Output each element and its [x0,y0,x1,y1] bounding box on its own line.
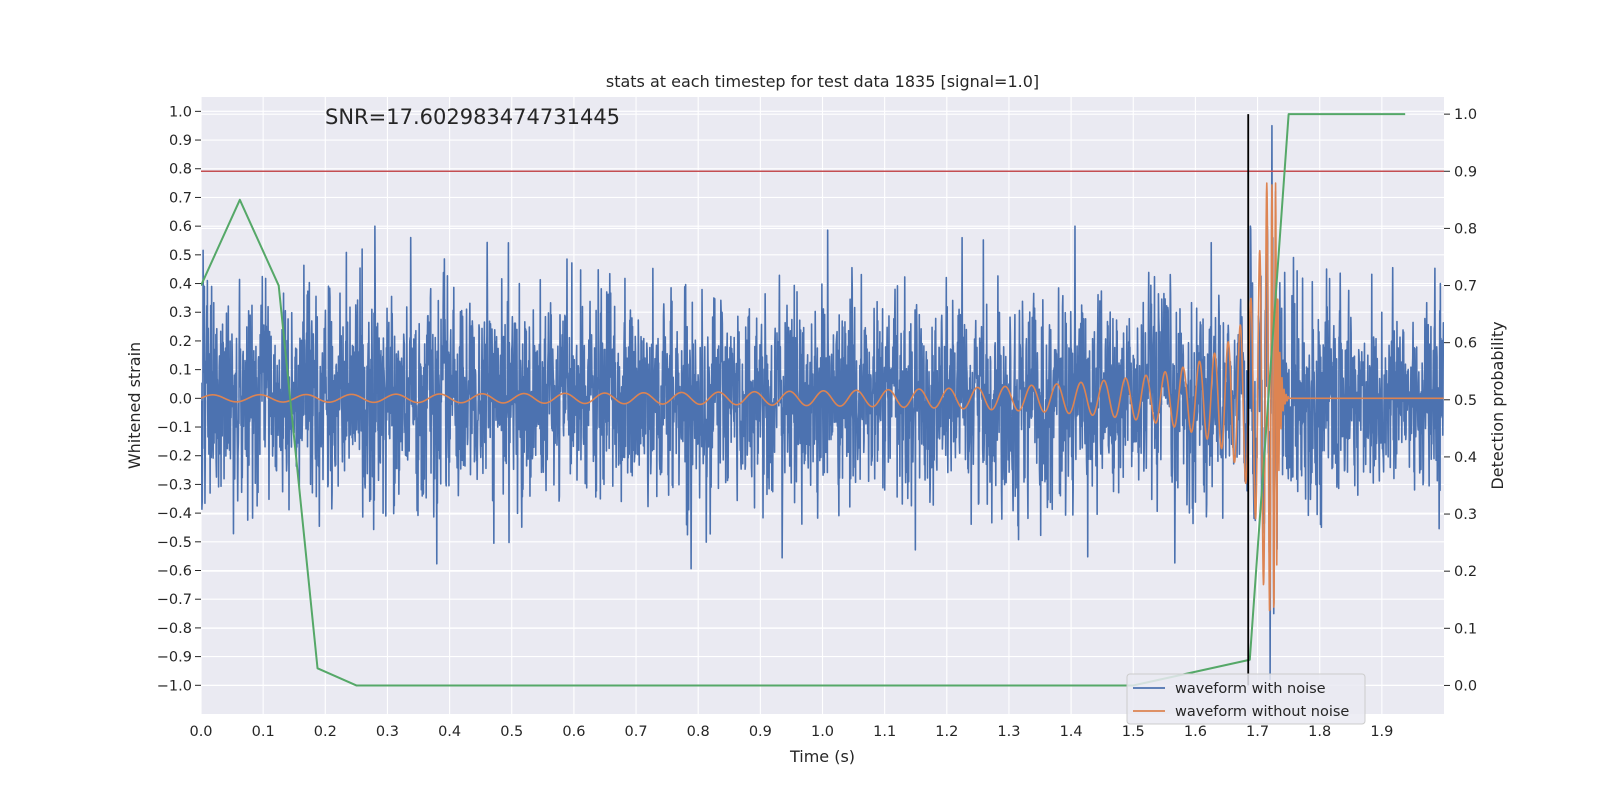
y-tick-label: 0.8 [169,162,192,178]
x-tick-label: 0.4 [438,724,461,740]
x-axis-label: Time (s) [789,747,855,766]
snr-annotation: SNR=17.602983474731445 [325,105,620,129]
x-axis-ticks: 0.0 0.1 0.2 0.3 0.4 0.5 0.6 0.7 0.8 0.9 1.0 1.1 1.2 1… [189,724,1393,740]
x-tick-label: 0.9 [749,724,772,740]
y-tick-label: −0.3 [157,477,192,493]
y-tick-label: −0.1 [157,420,192,436]
y-tick-label: 0.9 [169,133,192,149]
y-tick-label: 1.0 [169,104,192,120]
series-layer [201,113,1444,687]
y2-tick-label: 0.7 [1454,279,1477,295]
y2-tick-label: 1.0 [1454,107,1477,123]
y-tick-label: −1.0 [157,678,192,694]
y-tick-label: 0.4 [169,277,192,293]
y-tick-label: −0.4 [157,506,192,522]
y-tick-label: −0.5 [157,535,192,551]
x-tick-label: 1.4 [1060,724,1083,740]
x-tick-label: 1.7 [1246,724,1269,740]
y-tick-label: 0.3 [169,305,192,321]
series-waveform-with-noise [201,124,1444,681]
y2-tick-label: 0.1 [1454,621,1477,637]
x-tick-label: 0.7 [625,724,648,740]
x-tick-label: 1.5 [1122,724,1145,740]
y2-tick-label: 0.9 [1454,164,1477,180]
y-tick-label: −0.8 [157,621,192,637]
y-tick-label: 0.2 [169,334,192,350]
x-tick-label: 0.6 [562,724,585,740]
y-axis-ticks: 1.0 0.9 0.8 0.7 0.6 0.5 0.4 0.3 0.2 0.1 0.0 −0.1 −0.… [157,104,201,694]
x-tick-label: 0.8 [687,724,710,740]
y2-tick-label: 0.3 [1454,507,1477,523]
x-tick-label: 1.6 [1184,724,1207,740]
series-waveform-without-noise [201,182,1444,612]
chart-title: stats at each timestep for test data 183… [606,72,1039,91]
y-tick-label: 0.6 [169,219,192,235]
y2-tick-label: 0.2 [1454,564,1477,580]
x-tick-label: 1.0 [811,724,834,740]
y-tick-label: 0.5 [169,248,192,264]
x-tick-label: 1.1 [873,724,896,740]
x-tick-label: 0.0 [189,724,212,740]
x-tick-label: 1.8 [1308,724,1331,740]
y-axis-label: Whitened strain [125,342,144,469]
legend-box [1126,673,1366,725]
y-tick-label: −0.2 [157,449,192,465]
y2-axis-label: Detection probability [1488,321,1507,489]
y2-axis-ticks: 1.0 0.9 0.8 0.7 0.6 0.5 0.4 0.3 0.2 0.1 0.0 [1444,107,1477,694]
y2-tick-label: 0.4 [1454,450,1477,466]
legend-label-clean: waveform without noise [1175,704,1349,720]
y-tick-label: −0.6 [157,564,192,580]
x-tick-label: 0.1 [252,724,275,740]
legend-label-noisy: waveform with noise [1175,681,1326,697]
y-tick-label: −0.7 [157,592,192,608]
y2-tick-label: 0.8 [1454,221,1477,237]
x-tick-label: 0.3 [376,724,399,740]
x-tick-label: 0.2 [314,724,337,740]
y2-tick-label: 0.0 [1454,678,1477,694]
y2-tick-label: 0.6 [1454,336,1477,352]
legend: waveform with noise waveform without noi… [1126,673,1366,725]
x-tick-label: 1.3 [997,724,1020,740]
y-tick-label: 0.0 [169,391,192,407]
x-tick-label: 1.2 [935,724,958,740]
x-tick-label: 1.9 [1370,724,1393,740]
y-tick-label: 0.7 [169,190,192,206]
y2-tick-label: 0.5 [1454,393,1477,409]
y-tick-label: 0.1 [169,363,192,379]
y-tick-label: −0.9 [157,650,192,666]
x-tick-label: 0.5 [500,724,523,740]
